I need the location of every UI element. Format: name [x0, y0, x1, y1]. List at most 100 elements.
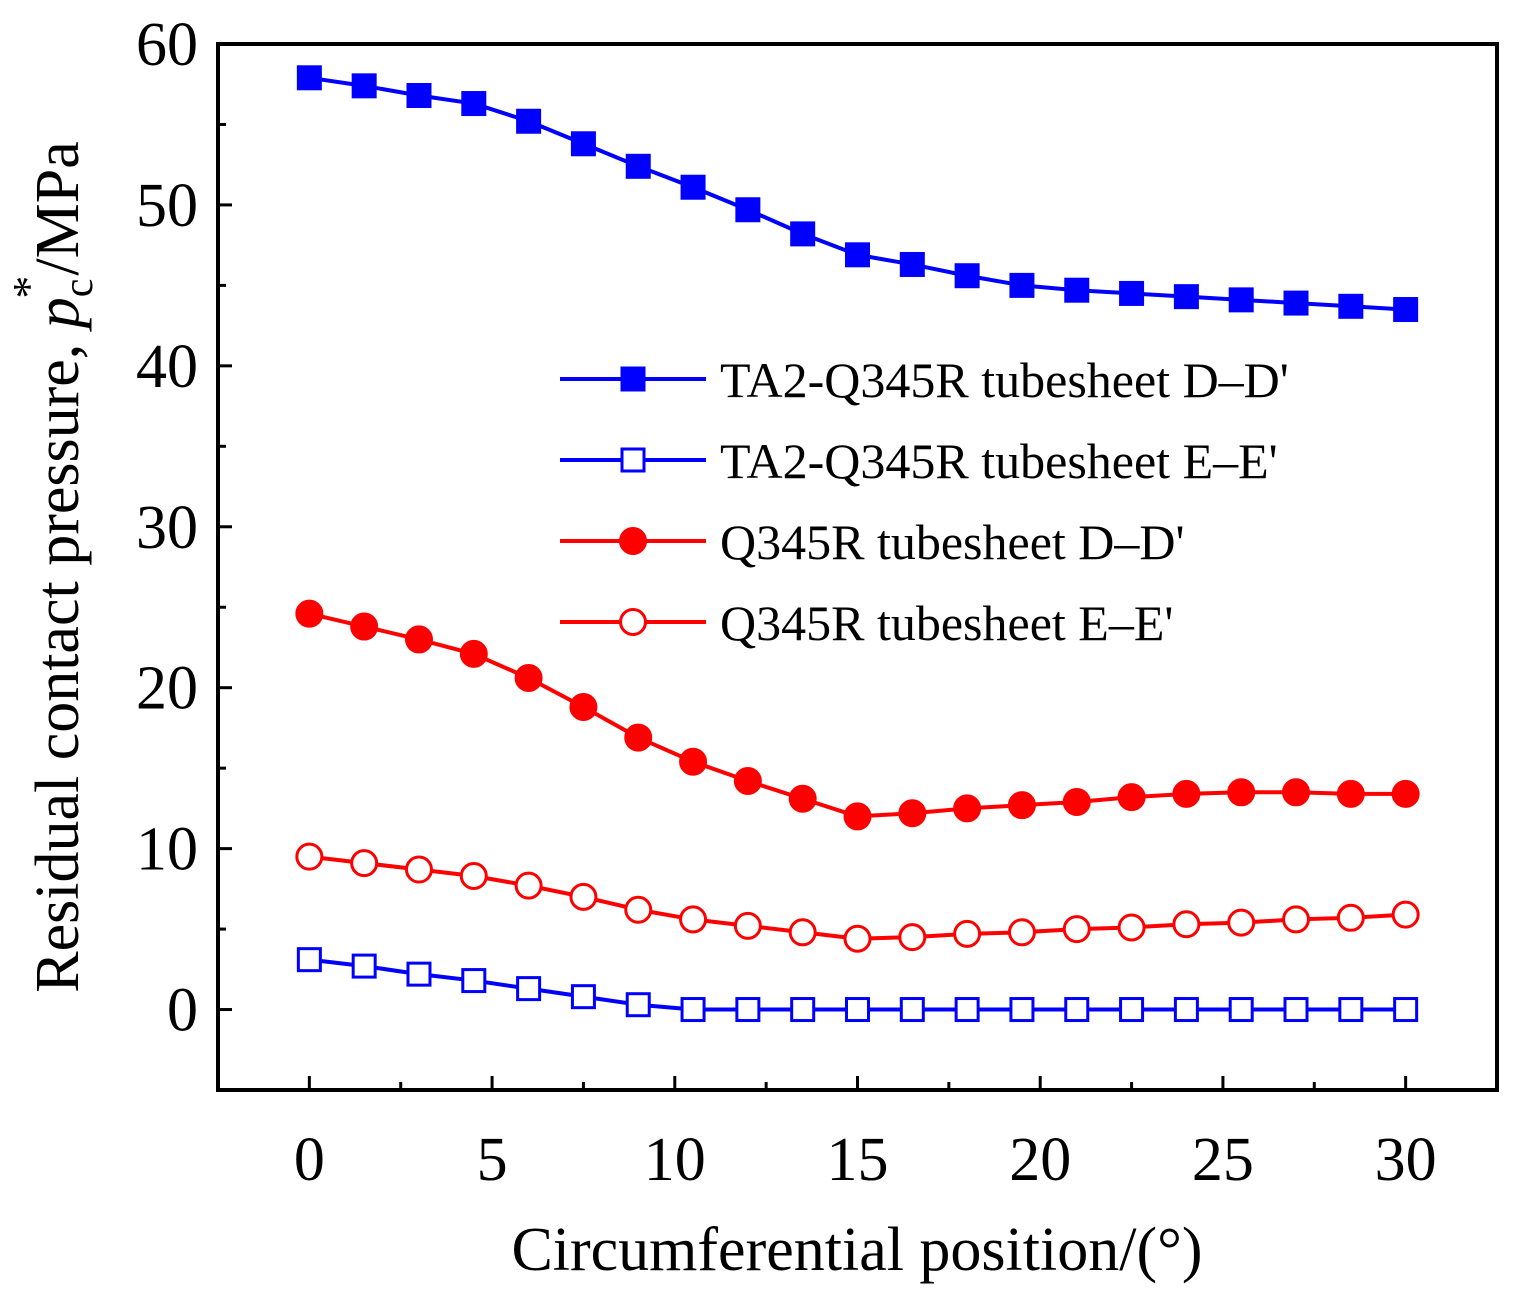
data-point [295, 599, 324, 628]
legend-item-q345r-tubesheet-e-e: Q345R tubesheet E–E' [560, 595, 1173, 651]
data-point [625, 153, 651, 179]
data-point [1173, 997, 1199, 1023]
data-point [735, 197, 761, 223]
data-point [1064, 277, 1090, 303]
y-tick-label: 40 [136, 333, 198, 401]
data-point [899, 997, 925, 1023]
data-point [1007, 918, 1036, 947]
data-point [1283, 290, 1309, 316]
data-point [351, 73, 377, 99]
data-point [843, 802, 872, 831]
data-point [679, 747, 708, 776]
data-point [954, 997, 980, 1023]
data-point [296, 65, 322, 91]
data-point [1227, 778, 1256, 807]
data-point [295, 842, 324, 871]
x-tick-label: 30 [1375, 1126, 1437, 1194]
legend-label: TA2-Q345R tubesheet D–D' [720, 352, 1289, 408]
y-tick-label: 20 [136, 655, 198, 723]
data-point [350, 849, 379, 878]
data-point [845, 997, 870, 1023]
x-axis-title: Circumferential position/(°) [511, 1216, 1202, 1284]
data-point [735, 997, 761, 1023]
data-point [459, 639, 488, 668]
data-point [899, 251, 925, 277]
data-point [569, 882, 598, 911]
data-point [1338, 293, 1364, 319]
legend-label: Q345R tubesheet D–D' [720, 514, 1185, 570]
data-point [898, 799, 927, 828]
data-point [1393, 297, 1419, 323]
data-point [788, 784, 817, 813]
data-point [1172, 779, 1201, 808]
y-tick-label: 60 [136, 11, 198, 79]
y-axis-title: Residual contact pressure, pc*/MPa [3, 141, 102, 993]
data-point [404, 855, 433, 884]
y-tick-label: 10 [136, 816, 198, 884]
data-point [843, 924, 872, 953]
data-point [1173, 284, 1199, 310]
ticks-layer: 0 5 10 15 20 25 30 0 10 20 30 40 50 60 [136, 11, 1437, 1194]
data-point [516, 108, 542, 134]
data-point [1338, 997, 1364, 1023]
data-point [845, 242, 870, 268]
series-q345r-tubesheet-e-e [295, 842, 1420, 953]
data-point [1336, 779, 1365, 808]
data-point [1172, 910, 1201, 939]
data-point [1062, 915, 1091, 944]
data-point [1283, 997, 1309, 1023]
data-point [1228, 287, 1254, 313]
data-point [680, 174, 706, 200]
data-point [1117, 783, 1146, 812]
series-ta2-q345r-tubesheet-d-d [296, 65, 1419, 323]
data-point [624, 723, 653, 752]
y-axis-title-prefix: Residual contact pressure, [24, 328, 92, 993]
data-point [1119, 997, 1145, 1023]
legend-item-ta2-q345r-tubesheet-e-e: TA2-Q345R tubesheet E–E' [560, 433, 1278, 489]
data-point [1336, 903, 1365, 932]
data-point [624, 895, 653, 924]
data-point [953, 794, 982, 823]
data-point [680, 997, 706, 1023]
series-ta2-q345r-tubesheet-e-e [296, 947, 1419, 1023]
x-tick-label: 10 [644, 1126, 706, 1194]
data-point [1391, 779, 1420, 808]
legend-marker [620, 366, 646, 392]
y-axis-title-superscript: * [3, 276, 54, 299]
data-point [406, 961, 432, 987]
data-point [406, 82, 432, 108]
data-point [954, 263, 980, 289]
x-tick-label: 20 [1009, 1126, 1071, 1194]
data-point [1062, 787, 1091, 816]
data-point [1391, 900, 1420, 929]
legend: TA2-Q345R tubesheet D–D' TA2-Q345R tubesh… [560, 352, 1289, 651]
legend-marker [619, 527, 647, 555]
y-tick-label: 0 [167, 977, 198, 1045]
x-tick-label: 15 [827, 1126, 889, 1194]
data-point [404, 625, 433, 654]
legend-item-q345r-tubesheet-d-d: Q345R tubesheet D–D' [560, 514, 1185, 570]
data-point [296, 947, 322, 973]
data-point [953, 919, 982, 948]
data-point [570, 984, 596, 1010]
x-tick-label: 25 [1192, 1126, 1254, 1194]
data-point [1117, 913, 1146, 942]
y-tick-label: 50 [136, 172, 198, 240]
data-point [1282, 778, 1311, 807]
data-point [679, 905, 708, 934]
y-axis-title-subscript: c [56, 279, 102, 298]
data-point [514, 664, 543, 693]
data-point [514, 871, 543, 900]
data-point [788, 918, 817, 947]
x-tick-label: 5 [477, 1126, 508, 1194]
data-point [569, 693, 598, 722]
series-layer [295, 65, 1420, 1023]
data-point [351, 953, 377, 979]
legend-label: TA2-Q345R tubesheet E–E' [720, 433, 1278, 489]
legend-marker [620, 447, 646, 473]
data-point [1064, 997, 1090, 1023]
data-point [733, 767, 762, 796]
legend-item-ta2-q345r-tubesheet-d-d: TA2-Q345R tubesheet D–D' [560, 352, 1289, 408]
y-tick-label: 30 [136, 494, 198, 562]
